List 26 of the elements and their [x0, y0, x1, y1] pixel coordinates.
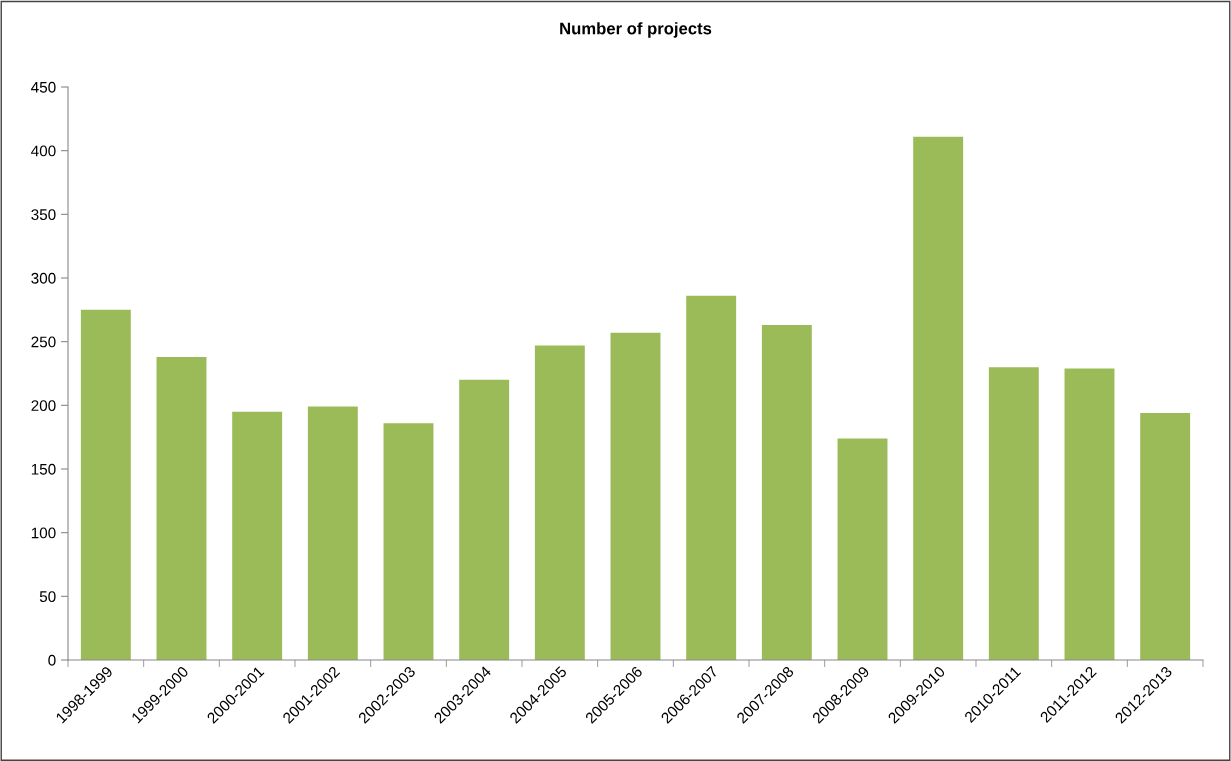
bar — [686, 295, 737, 660]
bar — [534, 345, 585, 660]
chart-title: Number of projects — [560, 22, 712, 38]
y-tick-label: 50 — [39, 591, 56, 603]
y-tick-label: 100 — [31, 527, 56, 539]
y-tick-label: 300 — [31, 272, 56, 284]
y-tick-label: 400 — [31, 145, 56, 157]
bar — [307, 406, 358, 660]
y-tick-label: 200 — [31, 400, 56, 412]
bar — [80, 309, 131, 660]
bar — [383, 423, 434, 660]
bar — [913, 136, 964, 660]
bar — [837, 438, 888, 660]
bar — [1140, 412, 1191, 660]
bar — [610, 332, 661, 660]
bar — [761, 325, 812, 660]
y-tick-label: 250 — [31, 336, 56, 348]
bar — [459, 379, 510, 660]
bar — [988, 367, 1039, 660]
bar — [1064, 368, 1115, 660]
bar — [156, 356, 207, 660]
y-tick-label: 0 — [48, 654, 56, 666]
bar — [232, 411, 283, 660]
y-tick-label: 450 — [31, 81, 56, 93]
y-tick-label: 350 — [31, 209, 56, 221]
y-tick-label: 150 — [31, 463, 56, 475]
